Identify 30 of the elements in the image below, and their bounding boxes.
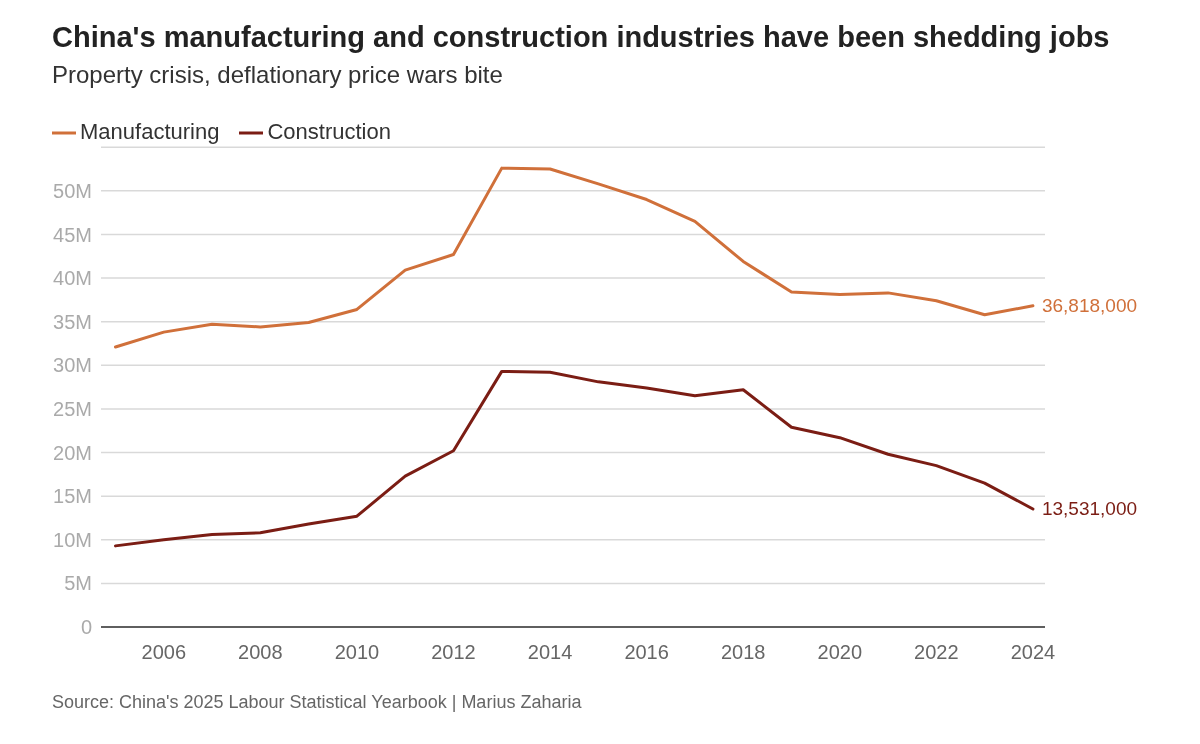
- line-series: [113, 166, 1035, 349]
- y-tick-label: 15M: [53, 485, 92, 508]
- chart-title: China's manufacturing and construction industries have been shedding jobs: [52, 20, 1110, 54]
- y-tick-label: 5M: [64, 572, 92, 595]
- line-series: [113, 369, 1035, 548]
- x-tick-label: 2012: [431, 641, 476, 664]
- data-label: 13,531,000: [1041, 498, 1138, 520]
- y-tick-label: 10M: [53, 528, 92, 551]
- legend-label: Manufacturing: [80, 119, 220, 144]
- chart-subtitle: Property crisis, deflationary price wars bite: [52, 61, 503, 89]
- data-label: 36,818,000: [1041, 295, 1138, 317]
- x-tick-label: 2016: [624, 641, 669, 664]
- x-tick-label: 2006: [141, 641, 187, 664]
- y-tick-label: 40M: [53, 267, 92, 290]
- x-tick-label: 2024: [1010, 641, 1056, 664]
- y-tick-label: 35M: [53, 310, 92, 333]
- x-tick-label: 2014: [527, 641, 573, 664]
- x-tick-label: 2018: [720, 641, 766, 664]
- y-tick-label: 20M: [53, 441, 92, 464]
- y-tick-label: 0: [80, 616, 92, 639]
- y-tick-label: 45M: [53, 223, 92, 246]
- y-tick-label: 30M: [53, 354, 92, 377]
- y-tick-label: 50M: [53, 179, 92, 202]
- x-tick-label: 2020: [817, 641, 863, 664]
- y-tick-label: 25M: [53, 398, 92, 420]
- source-note: Source: China's 2025 Labour Statistical Yearbook | Marius Zaharia: [52, 691, 582, 713]
- legend-label: Construction: [267, 119, 391, 144]
- x-tick-label: 2010: [334, 641, 380, 664]
- x-tick-label: 2008: [238, 641, 283, 664]
- x-tick-label: 2022: [914, 641, 959, 664]
